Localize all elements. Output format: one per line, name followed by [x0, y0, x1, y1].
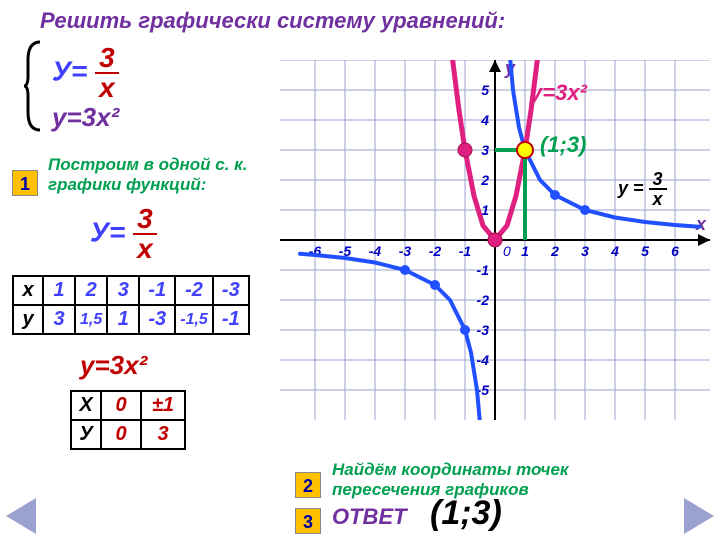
parabola-label: у=3х² — [530, 80, 587, 106]
answer-value: (1;3) — [430, 494, 502, 533]
svg-text:-2: -2 — [477, 292, 490, 308]
svg-text:-3: -3 — [477, 322, 490, 338]
step-1-text: Построим в одной с. к. графики функций: — [48, 155, 248, 195]
table1-row-x: x 1 2 3 -1 -2 -3 — [13, 276, 249, 305]
page-title: Решить графически систему уравнений: — [40, 8, 505, 34]
table-parabola: Х 0 ±1 У 0 3 — [70, 390, 186, 450]
svg-text:4: 4 — [480, 112, 489, 128]
svg-text:1: 1 — [521, 243, 529, 259]
eq1-y: У= — [52, 55, 87, 86]
svg-text:4: 4 — [610, 243, 619, 259]
svg-text:-4: -4 — [369, 243, 382, 259]
step-3-badge: 3 — [295, 508, 321, 534]
svg-text:5: 5 — [481, 82, 489, 98]
next-button[interactable] — [684, 498, 714, 534]
svg-text:5: 5 — [641, 243, 649, 259]
svg-text:2: 2 — [480, 172, 489, 188]
eq1-num: 3 — [95, 44, 119, 74]
svg-text:3: 3 — [581, 243, 589, 259]
svg-text:-4: -4 — [477, 352, 490, 368]
svg-text:-1: -1 — [459, 243, 472, 259]
svg-text:х: х — [695, 214, 707, 234]
system-brace — [24, 40, 46, 132]
svg-text:3: 3 — [481, 142, 489, 158]
svg-text:2: 2 — [550, 243, 559, 259]
coordinate-graph: -6-5-4-3-2-1123456-5-4-3-2-1123450ху — [280, 60, 710, 420]
title-text: Решить графически систему уравнений: — [40, 8, 505, 33]
eq2-text: у=3х² — [52, 102, 119, 132]
intersection-label: (1;3) — [540, 132, 586, 158]
equation-4: у=3х² — [80, 350, 147, 381]
svg-text:-2: -2 — [429, 243, 442, 259]
equation-1: У= 3 x — [52, 44, 119, 102]
prev-button[interactable] — [6, 498, 36, 534]
svg-text:-1: -1 — [477, 262, 490, 278]
step-1-badge: 1 — [12, 170, 38, 196]
svg-text:6: 6 — [671, 243, 679, 259]
svg-text:-3: -3 — [399, 243, 412, 259]
answer-label: ОТВЕТ — [332, 504, 407, 530]
svg-text:0: 0 — [503, 243, 511, 259]
table1-row-y: у 3 1,5 1 -3 -1,5 -1 — [13, 305, 249, 334]
eq1-den: x — [95, 74, 119, 102]
equation-2: у=3х² — [52, 102, 119, 133]
step-2-badge: 2 — [295, 472, 321, 498]
table-hyperbola: x 1 2 3 -1 -2 -3 у 3 1,5 1 -3 -1,5 -1 — [12, 275, 250, 335]
hyperbola-label: y = 3 x — [618, 170, 667, 208]
equation-3: У= 3 x — [90, 205, 157, 263]
